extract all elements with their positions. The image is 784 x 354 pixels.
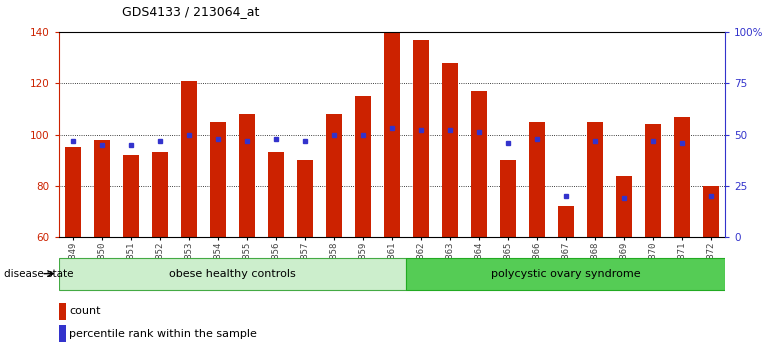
Text: disease state: disease state	[4, 269, 74, 279]
Bar	[123, 155, 140, 237]
Bar	[326, 114, 342, 237]
Bar	[355, 96, 371, 237]
Bar	[442, 63, 458, 237]
Text: obese healthy controls: obese healthy controls	[169, 269, 296, 279]
Bar	[65, 147, 82, 237]
Text: percentile rank within the sample: percentile rank within the sample	[70, 329, 257, 338]
Bar	[94, 139, 111, 237]
Bar	[673, 116, 690, 237]
Bar	[529, 122, 545, 237]
Bar	[152, 153, 169, 237]
Bar	[181, 81, 197, 237]
Bar	[500, 160, 516, 237]
Bar	[384, 32, 400, 237]
Text: GDS4133 / 213064_at: GDS4133 / 213064_at	[122, 5, 259, 18]
Text: count: count	[70, 307, 101, 316]
Bar	[268, 153, 284, 237]
Bar	[587, 122, 603, 237]
Bar	[471, 91, 487, 237]
Bar	[239, 114, 255, 237]
Bar	[59, 325, 66, 342]
Bar	[615, 176, 632, 237]
Bar	[413, 40, 429, 237]
Bar	[59, 258, 406, 290]
Bar	[406, 258, 725, 290]
Bar	[297, 160, 313, 237]
Bar	[59, 303, 66, 320]
Text: polycystic ovary syndrome: polycystic ovary syndrome	[491, 269, 641, 279]
Bar	[644, 124, 661, 237]
Bar	[558, 206, 574, 237]
Bar	[210, 122, 226, 237]
Bar	[702, 186, 719, 237]
